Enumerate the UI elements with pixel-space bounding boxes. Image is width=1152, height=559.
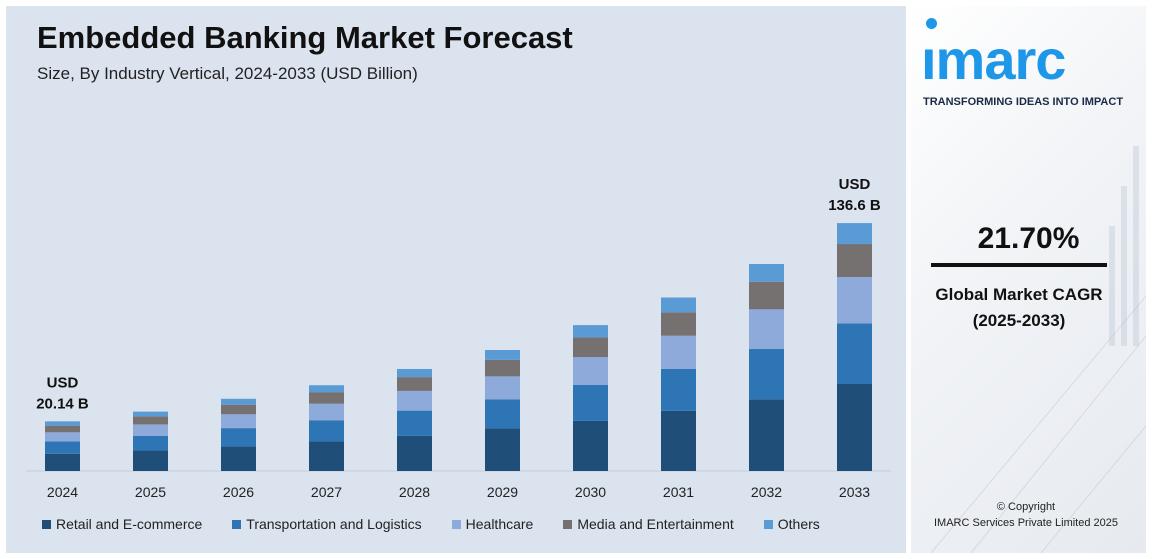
bar-segment xyxy=(309,403,344,421)
bar-segment xyxy=(749,399,784,471)
legend-item: Others xyxy=(763,516,820,532)
bar-segment xyxy=(133,424,168,437)
bar-segment xyxy=(45,432,80,442)
legend-swatch xyxy=(563,519,573,529)
legend-item: Transportation and Logistics xyxy=(232,516,422,532)
data-label: USD xyxy=(839,176,871,193)
legend-swatch xyxy=(232,519,242,529)
legend-item: Healthcare xyxy=(451,516,534,532)
legend-label: Retail and E-commerce xyxy=(56,516,203,532)
legend-swatch xyxy=(42,519,51,529)
bar-segment xyxy=(309,392,344,404)
cagr-label-line1: Global Market CAGR xyxy=(935,285,1103,304)
cagr-value: 21.70% xyxy=(977,222,1080,255)
copyright: © Copyright IMARC Services Private Limit… xyxy=(911,499,1141,531)
bar-segment xyxy=(133,416,168,425)
x-tick-label: 2030 xyxy=(575,484,606,500)
imarc-logo: ımarc xyxy=(921,28,1066,91)
bar-segment xyxy=(661,410,696,471)
bar-segment xyxy=(397,390,432,411)
legend-label: Healthcare xyxy=(465,516,534,532)
x-tick-label: 2031 xyxy=(663,484,694,500)
bar-segment xyxy=(573,337,608,358)
bar-segment xyxy=(133,436,168,451)
legend-label: Media and Entertainment xyxy=(577,516,734,532)
data-label: 136.6 B xyxy=(828,197,881,214)
bar-segment xyxy=(397,410,432,436)
copyright-line2: IMARC Services Private Limited 2025 xyxy=(933,517,1118,529)
bar-segment xyxy=(749,264,784,282)
bar-segment xyxy=(661,335,696,369)
bar-segment xyxy=(45,425,80,433)
bar-segment xyxy=(837,277,872,324)
bar-segment xyxy=(485,399,520,429)
bar-segment xyxy=(221,428,256,447)
bar-segment xyxy=(221,414,256,429)
bar-segment xyxy=(749,349,784,400)
bar-segment xyxy=(661,297,696,313)
bar-segment xyxy=(573,420,608,471)
bar-segment xyxy=(573,357,608,385)
bar-segment xyxy=(661,368,696,411)
copyright-line1: © Copyright xyxy=(996,501,1056,513)
bar-segment xyxy=(221,446,256,471)
legend-swatch xyxy=(763,519,773,529)
logo-dot xyxy=(926,18,937,29)
bar-segment xyxy=(485,376,520,400)
side-panel: ımarc TRANSFORMING IDEAS INTO IMPACT 21.… xyxy=(911,6,1146,553)
bar-segment xyxy=(573,325,608,338)
x-tick-label: 2026 xyxy=(223,484,254,500)
bar-segment xyxy=(45,441,80,454)
cagr-divider xyxy=(931,263,1107,267)
bar-segment xyxy=(309,385,344,393)
bar-segment xyxy=(837,244,872,278)
bar-segment xyxy=(221,398,256,405)
bar-segment xyxy=(837,384,872,471)
legend-label: Transportation and Logistics xyxy=(246,516,422,532)
bar-segment xyxy=(749,309,784,350)
data-label: USD xyxy=(47,374,79,391)
bar-segment xyxy=(485,350,520,360)
cagr-label-line2: (2025-2033) xyxy=(972,311,1066,330)
chart-title: Embedded Banking Market Forecast xyxy=(37,20,573,55)
stacked-bar-chart: 2024 2025 2026 2027 2028 2029 2030 2031 2032 2033… xyxy=(26,176,891,500)
bar-segment xyxy=(397,368,432,378)
bar-segment xyxy=(133,411,168,417)
bar-segment xyxy=(397,377,432,391)
bar-segment xyxy=(837,223,872,245)
x-tick-label: 2027 xyxy=(311,484,342,500)
bar-segment xyxy=(309,441,344,471)
logo-tagline: TRANSFORMING IDEAS INTO IMPACT xyxy=(923,96,1124,108)
bar-segment xyxy=(45,453,80,471)
x-tick-label: 2024 xyxy=(47,484,78,500)
bar-segment xyxy=(309,420,344,442)
legend-item: Retail and E-commerce xyxy=(42,516,202,532)
background-decoration xyxy=(930,146,1146,553)
legend-swatch xyxy=(451,519,461,529)
bar-segment xyxy=(133,450,168,471)
bar-segment xyxy=(397,435,432,471)
bar-segment xyxy=(749,281,784,310)
bar-segment xyxy=(837,323,872,385)
bar-segment xyxy=(485,428,520,471)
x-tick-label: 2032 xyxy=(751,484,782,500)
chart-subtitle: Size, By Industry Vertical, 2024-2033 (U… xyxy=(37,64,418,83)
bar-segment xyxy=(573,384,608,421)
bar-segment xyxy=(661,312,696,336)
bar-segment xyxy=(221,404,256,415)
chart-legend: Retail and E-commerce Transportation and … xyxy=(42,516,820,532)
cagr-label: Global Market CAGR (2025-2033) xyxy=(911,282,1127,334)
x-tick-label: 2025 xyxy=(135,484,166,500)
legend-item: Media and Entertainment xyxy=(563,516,734,532)
x-tick-label: 2029 xyxy=(487,484,518,500)
bar-segment xyxy=(45,421,80,426)
bar-segment xyxy=(485,359,520,377)
data-label: 20.14 B xyxy=(36,395,89,412)
chart-panel: Embedded Banking Market Forecast Size, B… xyxy=(6,6,906,553)
x-tick-label: 2028 xyxy=(399,484,430,500)
legend-label: Others xyxy=(777,516,820,532)
x-tick-label: 2033 xyxy=(839,484,870,500)
